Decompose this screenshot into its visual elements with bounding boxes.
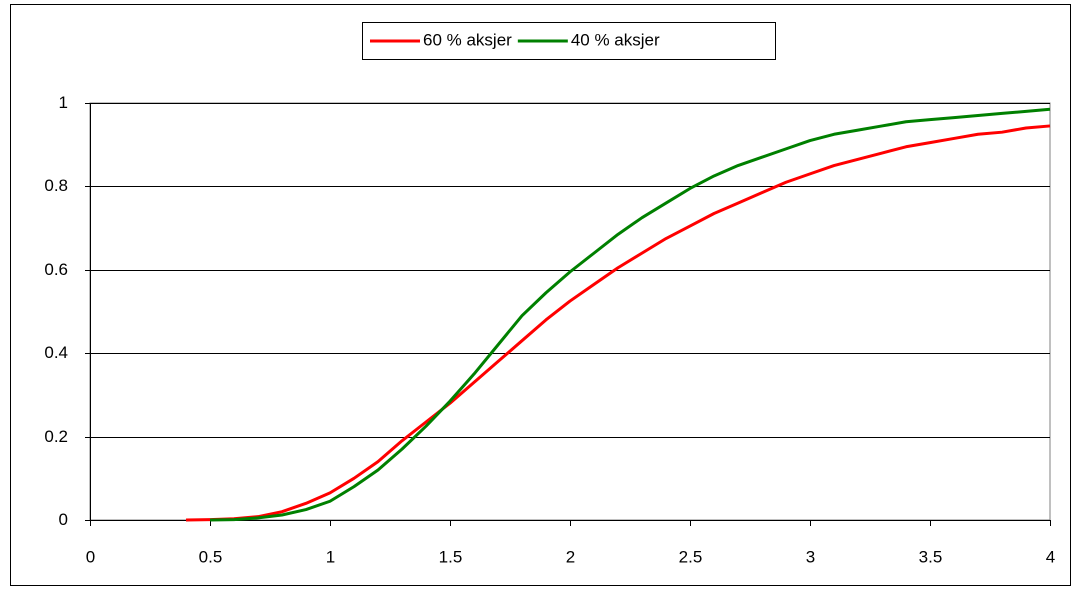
series-line <box>209 107 1051 522</box>
y-tick-label: 0.6 <box>44 260 68 279</box>
x-tick-label: 2.5 <box>679 547 703 566</box>
legend-label: 40 % aksjer <box>571 30 660 49</box>
y-tick-label: 1 <box>59 93 68 112</box>
legend-box <box>362 22 776 60</box>
x-tick-label: 3 <box>806 547 815 566</box>
x-tick-label: 2 <box>566 547 575 566</box>
y-tick-label: 0 <box>59 510 68 529</box>
x-tick-label: 1 <box>326 547 335 566</box>
x-tick-label: 3.5 <box>919 547 943 566</box>
y-tick-label: 0.8 <box>44 176 68 195</box>
y-tick-label: 0.2 <box>44 427 68 446</box>
x-tick-label: 0 <box>86 547 95 566</box>
legend: 60 % aksjer 40 % aksjer <box>362 22 776 60</box>
x-tick-label: 1.5 <box>439 547 463 566</box>
x-tick-label: 4 <box>1046 547 1055 566</box>
series-line <box>185 124 1051 522</box>
plot-area <box>89 102 1051 521</box>
x-tick-label: 0.5 <box>199 547 223 566</box>
legend-label: 60 % aksjer <box>423 30 512 49</box>
y-tick-label: 0.4 <box>44 343 68 362</box>
